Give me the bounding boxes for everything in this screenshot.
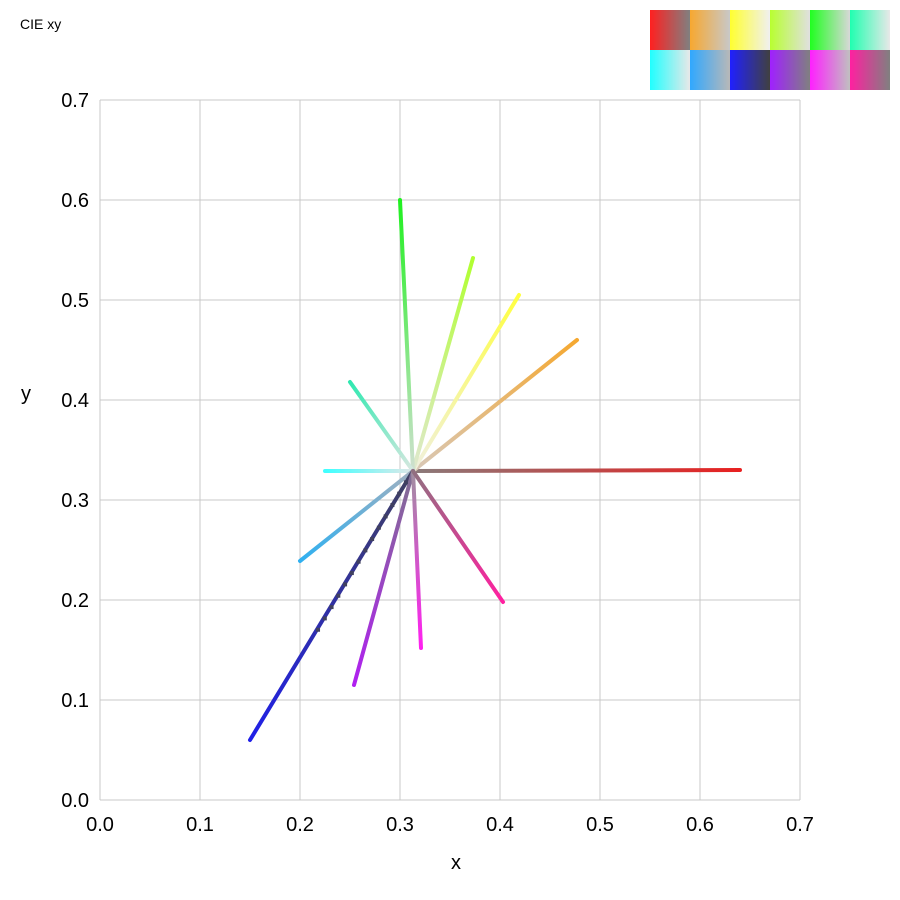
- blue-sample-dot-5: [376, 525, 381, 530]
- blue-sample-dot-9: [349, 571, 354, 576]
- blue-sample-dot-11: [336, 593, 341, 598]
- series-line-9: [352, 469, 415, 687]
- legend-swatch-0-1: [690, 10, 730, 50]
- chart-title: CIE xy: [20, 16, 61, 32]
- legend-swatch-0-5: [850, 10, 890, 50]
- x-tick-label-0: 0.0: [86, 814, 114, 836]
- series-line-0: [411, 468, 742, 473]
- series-line-2: [411, 293, 521, 473]
- series-line-3: [411, 256, 475, 473]
- series-line-4: [398, 198, 415, 473]
- y-axis-label: y: [21, 383, 31, 405]
- series-group: [248, 198, 742, 742]
- series-line-10: [411, 469, 423, 650]
- grid: [99, 99, 801, 801]
- blue-sample-dot-13: [322, 616, 327, 621]
- series-line-5: [348, 380, 415, 473]
- blue-sample-dot-10: [343, 582, 348, 587]
- legend-swatch-1-2: [730, 50, 770, 90]
- x-tick-label-5: 0.5: [586, 814, 614, 836]
- blue-sample-dot-4: [383, 514, 388, 519]
- series-line-7: [298, 469, 415, 563]
- x-tick-label-7: 0.7: [786, 814, 814, 836]
- x-axis-label: x: [451, 852, 461, 874]
- blue-sample-dot-1: [403, 480, 408, 485]
- x-tick-label-2: 0.2: [286, 814, 314, 836]
- y-tick-label-0: 0.0: [61, 790, 89, 812]
- legend-swatch-1-4: [810, 50, 850, 90]
- y-tick-label-4: 0.4: [61, 390, 89, 412]
- x-tick-label-4: 0.4: [486, 814, 514, 836]
- x-tick-label-3: 0.3: [386, 814, 414, 836]
- y-tick-label-6: 0.6: [61, 190, 89, 212]
- legend-swatch-1-1: [690, 50, 730, 90]
- legend-swatch-1-5: [850, 50, 890, 90]
- y-tick-labels: 0.0 0.1 0.2 0.3 0.4 0.5 0.6 0.7: [61, 90, 89, 812]
- x-tick-label-6: 0.6: [686, 814, 714, 836]
- legend-swatch-1-3: [770, 50, 810, 90]
- legend-swatch-0-2: [730, 10, 770, 50]
- legend-swatch-0-0: [650, 10, 690, 50]
- legend: [650, 10, 890, 90]
- legend-swatch-0-3: [770, 10, 810, 50]
- blue-sample-dot-8: [356, 559, 361, 564]
- y-tick-label-3: 0.3: [61, 490, 89, 512]
- blue-sample-dot-3: [390, 503, 395, 508]
- series-line-1: [411, 338, 579, 473]
- blue-sample-dot-14: [316, 627, 321, 632]
- blue-sample-dot-12: [329, 605, 334, 610]
- blue-sample-dot-7: [363, 548, 368, 553]
- series-line-11: [411, 469, 505, 604]
- x-tick-labels: 0.0 0.1 0.2 0.3 0.4 0.5 0.6 0.7: [86, 814, 814, 836]
- blue-sample-dot-6: [370, 537, 375, 542]
- y-tick-label-7: 0.7: [61, 90, 89, 112]
- y-tick-label-2: 0.2: [61, 590, 89, 612]
- legend-swatch-1-0: [650, 50, 690, 90]
- blue-sample-dot-2: [397, 491, 402, 496]
- y-tick-label-1: 0.1: [61, 690, 89, 712]
- y-tick-label-5: 0.5: [61, 290, 89, 312]
- blue-sample-dots: [316, 480, 408, 632]
- legend-swatch-0-4: [810, 10, 850, 50]
- x-tick-label-1: 0.1: [186, 814, 214, 836]
